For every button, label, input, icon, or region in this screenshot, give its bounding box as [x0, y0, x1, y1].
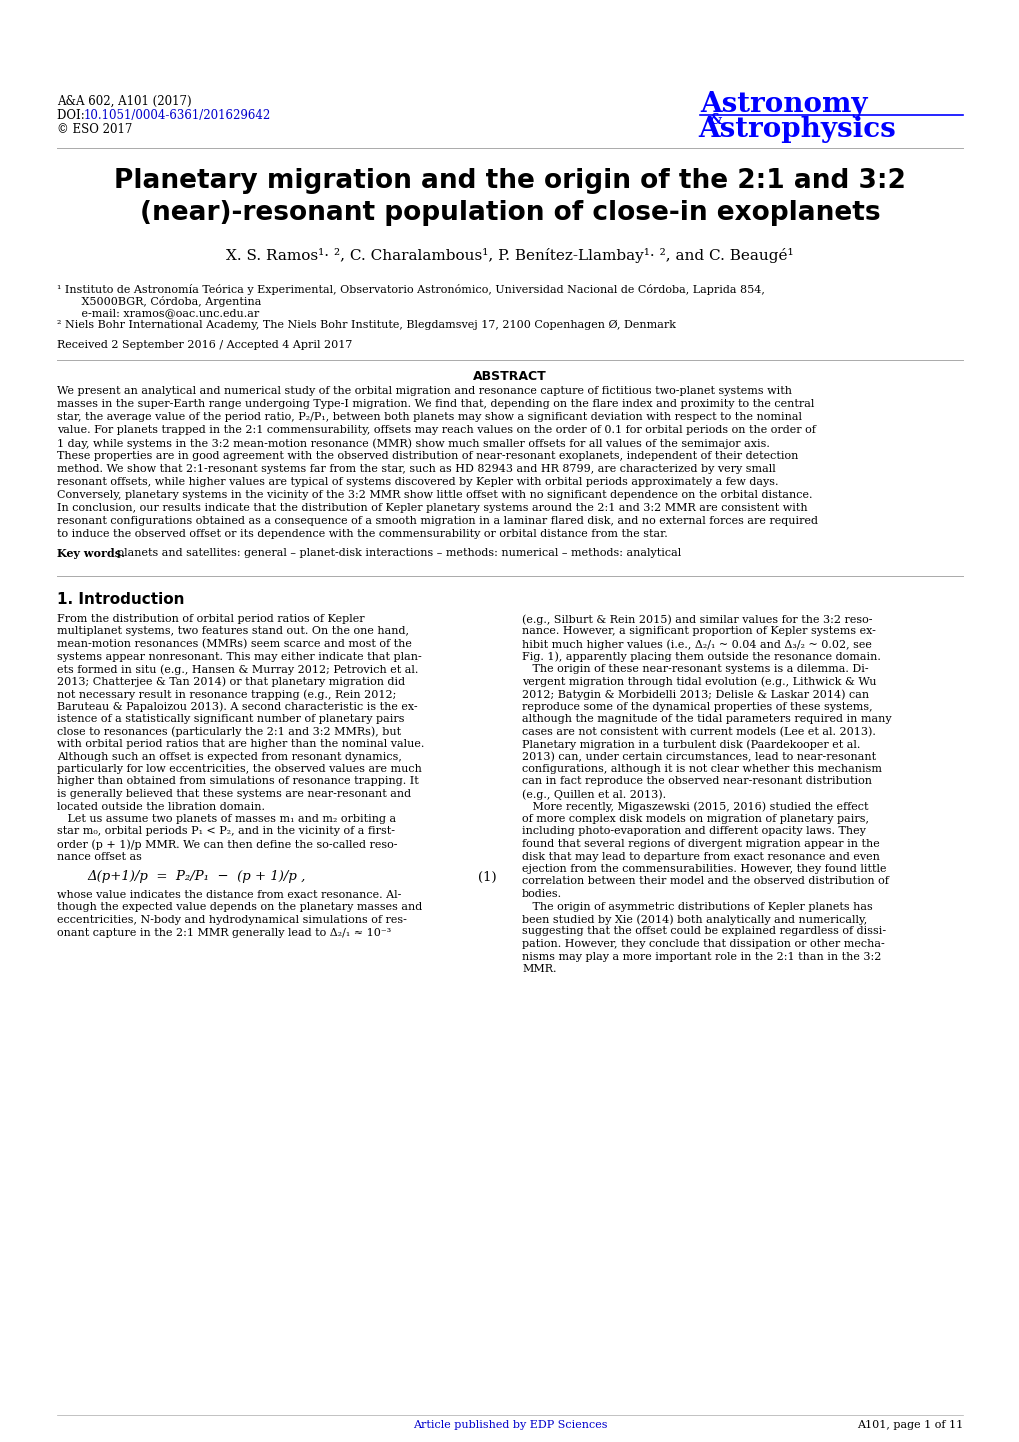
- Text: ¹ Instituto de Astronomía Teórica y Experimental, Observatorio Astronómico, Univ: ¹ Instituto de Astronomía Teórica y Expe…: [57, 284, 764, 296]
- Text: (e.g., Silburt & Rein 2015) and similar values for the 3:2 reso-: (e.g., Silburt & Rein 2015) and similar …: [522, 614, 871, 624]
- Text: Astronomy: Astronomy: [699, 91, 866, 118]
- Text: including photo-evaporation and different opacity laws. They: including photo-evaporation and differen…: [522, 826, 865, 836]
- Text: bodies.: bodies.: [522, 890, 561, 898]
- Text: In conclusion, our results indicate that the distribution of Kepler planetary sy: In conclusion, our results indicate that…: [57, 503, 807, 513]
- Text: 2013) can, under certain circumstances, lead to near-resonant: 2013) can, under certain circumstances, …: [522, 751, 875, 761]
- Text: Baruteau & Papaloizou 2013). A second characteristic is the ex-: Baruteau & Papaloizou 2013). A second ch…: [57, 701, 417, 712]
- Text: 1. Introduction: 1. Introduction: [57, 593, 184, 607]
- Text: A101, page 1 of 11: A101, page 1 of 11: [856, 1420, 962, 1430]
- Text: Planetary migration in a turbulent disk (Paardekooper et al.: Planetary migration in a turbulent disk …: [522, 738, 860, 750]
- Text: value. For planets trapped in the 2:1 commensurability, offsets may reach values: value. For planets trapped in the 2:1 co…: [57, 425, 815, 435]
- Text: can in fact reproduce the observed near-resonant distribution: can in fact reproduce the observed near-…: [522, 776, 871, 786]
- Text: cases are not consistent with current models (Lee et al. 2013).: cases are not consistent with current mo…: [522, 727, 875, 737]
- Text: been studied by Xie (2014) both analytically and numerically,: been studied by Xie (2014) both analytic…: [522, 914, 866, 924]
- Text: method. We show that 2:1-resonant systems far from the star, such as HD 82943 an: method. We show that 2:1-resonant system…: [57, 464, 775, 474]
- Text: 1 day, while systems in the 3:2 mean-motion resonance (MMR) show much smaller of: 1 day, while systems in the 3:2 mean-mot…: [57, 438, 769, 448]
- Text: of more complex disk models on migration of planetary pairs,: of more complex disk models on migration…: [522, 813, 868, 823]
- Text: 2013; Chatterjee & Tan 2014) or that planetary migration did: 2013; Chatterjee & Tan 2014) or that pla…: [57, 676, 405, 686]
- Text: The origin of asymmetric distributions of Kepler planets has: The origin of asymmetric distributions o…: [522, 901, 872, 911]
- Text: (near)-resonant population of close-in exoplanets: (near)-resonant population of close-in e…: [140, 200, 879, 226]
- Text: Planetary migration and the origin of the 2:1 and 3:2: Planetary migration and the origin of th…: [114, 169, 905, 195]
- Text: Astrophysics: Astrophysics: [697, 115, 895, 143]
- Text: to induce the observed offset or its dependence with the commensurability or orb: to induce the observed offset or its dep…: [57, 529, 667, 539]
- Text: vergent migration through tidal evolution (e.g., Lithwick & Wu: vergent migration through tidal evolutio…: [522, 676, 875, 686]
- Text: ABSTRACT: ABSTRACT: [473, 371, 546, 384]
- Text: X5000BGR, Córdoba, Argentina: X5000BGR, Córdoba, Argentina: [71, 296, 261, 307]
- Text: Conversely, planetary systems in the vicinity of the 3:2 MMR show little offset : Conversely, planetary systems in the vic…: [57, 490, 812, 500]
- Text: e-mail: xramos@oac.unc.edu.ar: e-mail: xramos@oac.unc.edu.ar: [71, 309, 259, 319]
- Text: whose value indicates the distance from exact resonance. Al-: whose value indicates the distance from …: [57, 890, 401, 900]
- Text: star, the average value of the period ratio, P₂/P₁, between both planets may sho: star, the average value of the period ra…: [57, 412, 801, 423]
- Text: DOI:: DOI:: [57, 110, 89, 123]
- Text: The origin of these near-resonant systems is a dilemma. Di-: The origin of these near-resonant system…: [522, 663, 868, 673]
- Text: Article published by EDP Sciences: Article published by EDP Sciences: [413, 1420, 606, 1430]
- Text: ² Niels Bohr International Academy, The Niels Bohr Institute, Blegdamsvej 17, 21: ² Niels Bohr International Academy, The …: [57, 320, 676, 330]
- Text: higher than obtained from simulations of resonance trapping. It: higher than obtained from simulations of…: [57, 776, 419, 786]
- Text: A&A 602, A101 (2017): A&A 602, A101 (2017): [57, 95, 192, 108]
- Text: order (p + 1)/p MMR. We can then define the so-called reso-: order (p + 1)/p MMR. We can then define …: [57, 839, 397, 849]
- Text: These properties are in good agreement with the observed distribution of near-re: These properties are in good agreement w…: [57, 451, 798, 461]
- Text: star m₀, orbital periods P₁ < P₂, and in the vicinity of a first-: star m₀, orbital periods P₁ < P₂, and in…: [57, 826, 394, 836]
- Text: not necessary result in resonance trapping (e.g., Rein 2012;: not necessary result in resonance trappi…: [57, 689, 396, 699]
- Text: More recently, Migaszewski (2015, 2016) studied the effect: More recently, Migaszewski (2015, 2016) …: [522, 802, 867, 812]
- Text: is generally believed that these systems are near-resonant and: is generally believed that these systems…: [57, 789, 411, 799]
- Text: istence of a statistically significant number of planetary pairs: istence of a statistically significant n…: [57, 714, 405, 724]
- Text: onant capture in the 2:1 MMR generally lead to Δ₂/₁ ≈ 10⁻³: onant capture in the 2:1 MMR generally l…: [57, 927, 391, 937]
- Text: ets formed in situ (e.g., Hansen & Murray 2012; Petrovich et al.: ets formed in situ (e.g., Hansen & Murra…: [57, 663, 418, 675]
- Text: (e.g., Quillen et al. 2013).: (e.g., Quillen et al. 2013).: [522, 789, 665, 799]
- Text: although the magnitude of the tidal parameters required in many: although the magnitude of the tidal para…: [522, 714, 891, 724]
- Text: © ESO 2017: © ESO 2017: [57, 123, 132, 136]
- Text: MMR.: MMR.: [522, 965, 556, 973]
- Text: nisms may play a more important role in the 2:1 than in the 3:2: nisms may play a more important role in …: [522, 952, 880, 962]
- Text: suggesting that the offset could be explained regardless of dissi-: suggesting that the offset could be expl…: [522, 927, 886, 936]
- Text: with orbital period ratios that are higher than the nominal value.: with orbital period ratios that are high…: [57, 738, 424, 748]
- Text: mean-motion resonances (MMRs) seem scarce and most of the: mean-motion resonances (MMRs) seem scarc…: [57, 639, 412, 649]
- Text: ejection from the commensurabilities. However, they found little: ejection from the commensurabilities. Ho…: [522, 864, 886, 874]
- Text: 2012; Batygin & Morbidelli 2013; Delisle & Laskar 2014) can: 2012; Batygin & Morbidelli 2013; Delisle…: [522, 689, 868, 699]
- Text: systems appear nonresonant. This may either indicate that plan-: systems appear nonresonant. This may eit…: [57, 652, 421, 662]
- Text: disk that may lead to departure from exact resonance and even: disk that may lead to departure from exa…: [522, 851, 879, 861]
- Text: reproduce some of the dynamical properties of these systems,: reproduce some of the dynamical properti…: [522, 701, 872, 711]
- Text: Fig. 1), apparently placing them outside the resonance domain.: Fig. 1), apparently placing them outside…: [522, 652, 880, 662]
- Text: pation. However, they conclude that dissipation or other mecha-: pation. However, they conclude that diss…: [522, 939, 883, 949]
- Text: Key words.: Key words.: [57, 548, 125, 559]
- Text: From the distribution of orbital period ratios of Kepler: From the distribution of orbital period …: [57, 614, 364, 624]
- Text: masses in the super-Earth range undergoing Type-I migration. We find that, depen: masses in the super-Earth range undergoi…: [57, 399, 813, 410]
- Text: nance. However, a significant proportion of Kepler systems ex-: nance. However, a significant proportion…: [522, 626, 875, 636]
- Text: &: &: [709, 112, 721, 127]
- Text: X. S. Ramos¹· ², C. Charalambous¹, P. Benítez-Llambay¹· ², and C. Beaugé¹: X. S. Ramos¹· ², C. Charalambous¹, P. Be…: [226, 248, 793, 262]
- Text: 10.1051/0004-6361/201629642: 10.1051/0004-6361/201629642: [84, 110, 271, 123]
- Text: We present an analytical and numerical study of the orbital migration and resona: We present an analytical and numerical s…: [57, 386, 791, 397]
- Text: found that several regions of divergent migration appear in the: found that several regions of divergent …: [522, 839, 878, 849]
- Text: close to resonances (particularly the 2:1 and 3:2 MMRs), but: close to resonances (particularly the 2:…: [57, 727, 400, 737]
- Text: particularly for low eccentricities, the observed values are much: particularly for low eccentricities, the…: [57, 764, 422, 774]
- Text: multiplanet systems, two features stand out. On the one hand,: multiplanet systems, two features stand …: [57, 626, 409, 636]
- Text: located outside the libration domain.: located outside the libration domain.: [57, 802, 265, 812]
- Text: resonant offsets, while higher values are typical of systems discovered by Keple: resonant offsets, while higher values ar…: [57, 477, 777, 487]
- Text: Although such an offset is expected from resonant dynamics,: Although such an offset is expected from…: [57, 751, 401, 761]
- Text: configurations, although it is not clear whether this mechanism: configurations, although it is not clear…: [522, 764, 881, 774]
- Text: resonant configurations obtained as a consequence of a smooth migration in a lam: resonant configurations obtained as a co…: [57, 516, 817, 526]
- Text: nance offset as: nance offset as: [57, 851, 142, 861]
- Text: correlation between their model and the observed distribution of: correlation between their model and the …: [522, 877, 888, 887]
- Text: though the expected value depends on the planetary masses and: though the expected value depends on the…: [57, 903, 422, 913]
- Text: eccentricities, N-body and hydrodynamical simulations of res-: eccentricities, N-body and hydrodynamica…: [57, 916, 407, 924]
- Text: Received 2 September 2016 / Accepted 4 April 2017: Received 2 September 2016 / Accepted 4 A…: [57, 340, 352, 350]
- Text: Δ(p+1)/p  =  P₂/P₁  −  (p + 1)/p ,: Δ(p+1)/p = P₂/P₁ − (p + 1)/p ,: [87, 870, 305, 883]
- Text: (1): (1): [478, 871, 496, 884]
- Text: hibit much higher values (i.e., Δ₂/₁ ~ 0.04 and Δ₃/₂ ~ 0.02, see: hibit much higher values (i.e., Δ₂/₁ ~ 0…: [522, 639, 871, 649]
- Text: Let us assume two planets of masses m₁ and m₂ orbiting a: Let us assume two planets of masses m₁ a…: [57, 813, 395, 823]
- Text: planets and satellites: general – planet-disk interactions – methods: numerical : planets and satellites: general – planet…: [110, 548, 681, 558]
